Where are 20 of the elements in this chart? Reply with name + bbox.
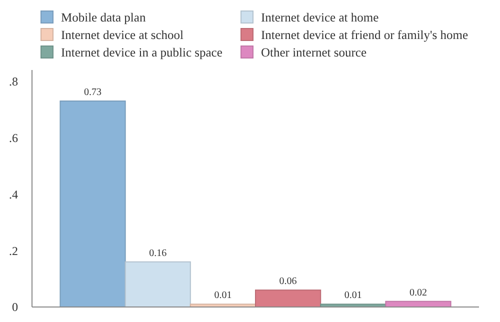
legend-label: Other internet source <box>261 45 367 60</box>
legend-label: Internet device at friend or family's home <box>261 28 468 42</box>
data-label: 0.73 <box>84 87 102 98</box>
data-label: 0.06 <box>279 276 297 288</box>
bar <box>60 100 126 308</box>
data-label: 0.01 <box>214 290 232 302</box>
legend-label: Internet device in a public space <box>61 45 223 60</box>
data-label: 0.02 <box>409 287 427 298</box>
bar <box>255 290 322 308</box>
legend-label: Mobile data plan <box>61 10 146 24</box>
legend-label: Internet device at school <box>61 28 184 42</box>
y-tick-label: .4 <box>9 187 18 202</box>
y-tick-label: .6 <box>9 130 18 145</box>
data-label: 0.16 <box>149 248 167 259</box>
y-tick-label: 0 <box>12 300 18 314</box>
data-label: 0.01 <box>344 290 362 302</box>
legend-label: Internet device at home <box>261 10 380 24</box>
bar <box>124 261 191 308</box>
y-tick-label: .2 <box>9 244 18 258</box>
y-tick-label: .8 <box>9 74 18 88</box>
